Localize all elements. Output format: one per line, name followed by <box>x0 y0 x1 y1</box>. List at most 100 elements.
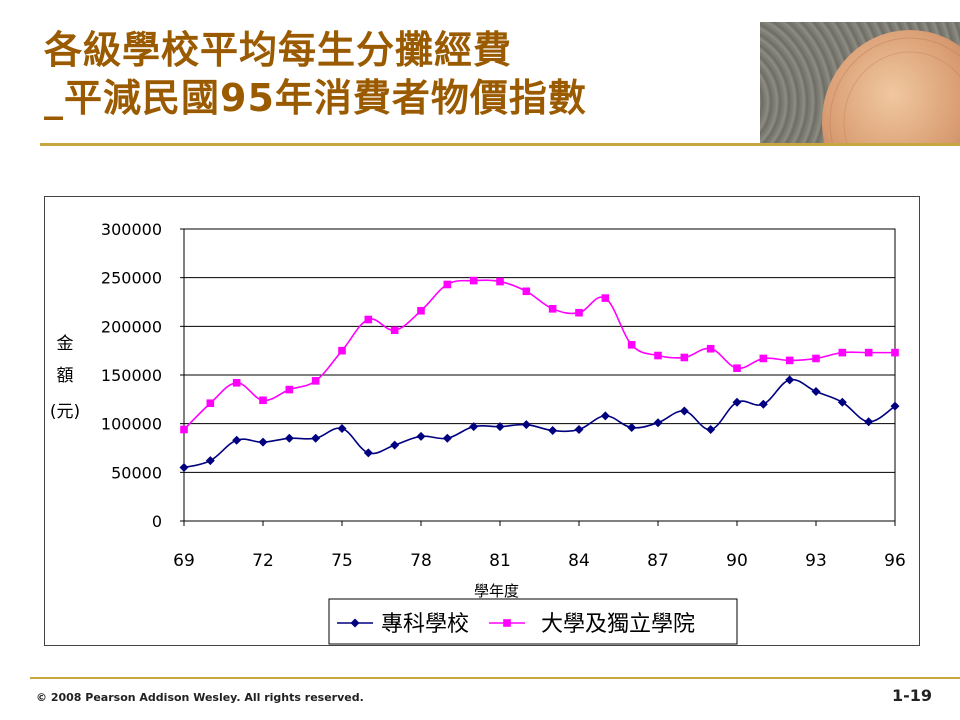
x-tick-label: 69 <box>173 551 195 571</box>
data-point <box>337 424 347 434</box>
data-point <box>522 287 531 296</box>
page-number: 1-19 <box>891 686 932 705</box>
data-point <box>311 433 321 443</box>
series-line <box>183 279 895 431</box>
data-point <box>601 294 610 302</box>
data-point <box>680 353 689 362</box>
data-point <box>364 315 373 324</box>
x-tick-label: 81 <box>489 551 511 571</box>
data-point <box>443 280 452 289</box>
data-point <box>259 396 267 405</box>
data-point <box>733 364 741 372</box>
series-line <box>183 378 896 469</box>
data-point <box>258 437 268 447</box>
legend-marker <box>350 618 360 628</box>
series-2 <box>180 276 899 434</box>
data-point <box>732 397 742 407</box>
data-point <box>548 305 557 313</box>
legend-label: 專科學校 <box>381 612 469 637</box>
decorative-stone-image <box>760 22 960 146</box>
data-point <box>206 399 215 408</box>
x-tick-label: 93 <box>805 551 827 571</box>
data-point <box>416 431 426 441</box>
data-point <box>654 351 662 360</box>
x-tick-label: 72 <box>252 551 274 571</box>
data-point <box>890 401 900 411</box>
data-point <box>390 326 399 335</box>
data-point <box>653 418 663 428</box>
title-line-1: 各級學校平均每生分攤經費 <box>44 28 513 72</box>
legend: 專科學校 大學及獨立學院 <box>328 598 738 645</box>
data-point <box>838 348 847 357</box>
x-tick-labels: 69 72 75 78 81 84 87 90 93 96 <box>173 521 906 571</box>
title-line-2: _平減民國95年消費者物價指數 <box>44 74 744 122</box>
y-axis-label-part: (元) <box>50 402 80 422</box>
footer-rule <box>30 677 960 679</box>
data-point <box>679 406 689 416</box>
data-point <box>205 456 215 466</box>
data-point <box>758 399 768 409</box>
data-point <box>442 433 452 443</box>
data-point <box>575 308 583 317</box>
data-point <box>496 277 504 286</box>
data-point <box>390 440 400 450</box>
y-tick-label: 250000 <box>101 269 162 288</box>
data-point <box>812 354 820 363</box>
y-tick-label: 50000 <box>111 463 162 482</box>
data-point <box>574 425 584 435</box>
data-point <box>627 423 637 433</box>
x-axis-label: 學年度 <box>474 582 519 600</box>
slide-title: 各級學校平均每生分攤經費 _平減民國95年消費者物價指數 <box>44 26 744 122</box>
data-point <box>706 425 716 435</box>
data-point <box>363 448 373 458</box>
legend-marker <box>503 619 511 627</box>
data-point <box>284 433 294 443</box>
y-axis-label-part: 額 <box>57 366 74 386</box>
data-point <box>417 306 425 315</box>
y-tick-label: 0 <box>152 512 162 531</box>
y-tick-label: 150000 <box>101 366 162 385</box>
data-point <box>338 346 346 355</box>
data-point <box>811 387 821 397</box>
data-point <box>837 397 847 407</box>
data-point <box>179 462 189 472</box>
copyright-text: © 2008 Pearson Addison Wesley. All right… <box>36 691 364 704</box>
x-tick-label: 96 <box>884 551 906 571</box>
legend-box <box>328 598 738 645</box>
data-point <box>469 276 478 285</box>
data-point <box>706 344 715 353</box>
data-point <box>495 422 505 432</box>
y-tick-label: 200000 <box>101 317 162 336</box>
data-point <box>600 411 610 421</box>
title-line-2-prefix: _ <box>44 76 64 120</box>
data-point <box>785 356 794 365</box>
y-tick-label: 100000 <box>101 415 162 434</box>
data-point <box>759 354 768 363</box>
data-point <box>469 422 479 432</box>
data-point <box>232 435 242 445</box>
y-tick-labels: 0 50000 100000 150000 200000 250000 300000 <box>101 220 184 531</box>
data-point <box>548 425 558 435</box>
title-underline-right <box>760 143 960 146</box>
y-axis-label-part: 金 <box>57 334 74 354</box>
legend-entry-2: 大學及獨立學院 <box>489 612 695 637</box>
legend-label: 大學及獨立學院 <box>541 612 695 637</box>
data-point <box>311 377 320 385</box>
data-point <box>891 348 899 357</box>
data-point <box>521 420 531 430</box>
plot-area <box>183 228 896 522</box>
chart-frame: 0 50000 100000 150000 200000 250000 300000 69 7… <box>44 196 920 646</box>
data-point <box>232 378 241 387</box>
data-point <box>627 341 636 349</box>
data-point <box>285 385 294 394</box>
x-tick-label: 90 <box>726 551 748 571</box>
line-chart: 0 50000 100000 150000 200000 250000 300000 69 7… <box>50 220 906 645</box>
legend-entry-1: 專科學校 <box>337 612 469 637</box>
data-point <box>180 425 188 434</box>
title-line-2-text: 平減民國95年消費者物價指數 <box>64 76 587 120</box>
data-point <box>785 375 795 385</box>
x-tick-label: 78 <box>410 551 432 571</box>
data-point <box>864 348 873 357</box>
stone-illustration <box>822 30 960 146</box>
series-1 <box>179 375 900 472</box>
